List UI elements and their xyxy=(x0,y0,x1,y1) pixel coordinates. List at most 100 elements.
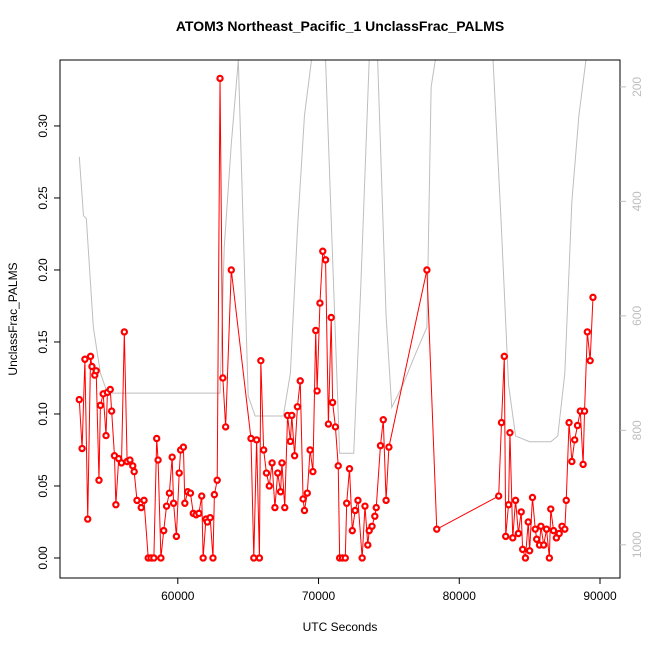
data-point xyxy=(500,352,509,361)
y-tick-label: 0.00 xyxy=(36,546,50,570)
data-point xyxy=(255,554,264,562)
data-point xyxy=(265,482,273,490)
data-point xyxy=(327,313,335,322)
data-point xyxy=(300,506,309,515)
data-point xyxy=(102,431,110,440)
data-point xyxy=(328,398,337,407)
data-point xyxy=(497,418,506,427)
x-axis-title: UTC Seconds xyxy=(303,620,378,634)
data-point xyxy=(112,500,120,509)
data-point xyxy=(334,462,342,470)
data-point xyxy=(96,401,105,410)
y-tick-label: 0.10 xyxy=(36,402,50,426)
data-point xyxy=(271,503,279,512)
data-point xyxy=(86,352,95,361)
y2-tick-label: 400 xyxy=(630,191,644,211)
data-point xyxy=(568,457,576,466)
data-point xyxy=(252,436,261,444)
data-point xyxy=(140,496,148,505)
data-point xyxy=(562,496,570,505)
data-point xyxy=(309,467,317,476)
data-point xyxy=(129,462,137,470)
data-point xyxy=(286,437,295,446)
data-point xyxy=(376,441,385,450)
data-point xyxy=(303,489,311,497)
data-point xyxy=(555,529,563,538)
data-point xyxy=(423,266,431,274)
data-point xyxy=(209,554,217,562)
data-point xyxy=(358,554,366,562)
data-point xyxy=(259,446,268,454)
y2-tick-label: 1000 xyxy=(630,531,644,558)
data-point xyxy=(206,513,214,522)
data-point xyxy=(324,420,333,428)
data-point xyxy=(247,434,255,443)
x-tick-label: 60000 xyxy=(161,589,195,603)
data-point xyxy=(433,525,441,533)
data-point xyxy=(364,541,372,549)
data-line xyxy=(78,60,587,454)
data-point xyxy=(351,506,359,515)
data-point xyxy=(154,456,162,464)
data-point xyxy=(219,374,227,382)
data-point xyxy=(545,554,554,562)
data-point xyxy=(257,356,265,365)
data-point xyxy=(157,554,165,562)
data-point xyxy=(199,554,207,562)
data-point xyxy=(579,460,587,469)
data-point xyxy=(583,328,592,336)
y-tick-label: 0.15 xyxy=(36,330,50,354)
data-point xyxy=(276,488,285,496)
data-point xyxy=(561,525,569,533)
data-point xyxy=(586,356,594,365)
primary-layer xyxy=(75,74,597,562)
secondary-layer xyxy=(78,60,587,454)
data-point xyxy=(181,499,189,507)
data-point xyxy=(88,362,96,371)
data-point xyxy=(361,502,369,510)
y-tick-label: 0.05 xyxy=(36,474,50,498)
data-point xyxy=(312,326,320,335)
data-point xyxy=(133,496,141,505)
x-tick-label: 80000 xyxy=(443,589,477,603)
data-point xyxy=(195,509,203,518)
data-point xyxy=(521,554,530,562)
data-point xyxy=(172,532,181,541)
y2-tick-label: 200 xyxy=(630,77,644,97)
data-point xyxy=(532,535,541,543)
data-point xyxy=(262,469,271,477)
y-tick-label: 0.25 xyxy=(36,186,50,210)
data-point xyxy=(268,459,276,467)
data-point xyxy=(120,328,129,336)
chart-title: ATOM3 Northeast_Pacific_1 UnclassFrac_PA… xyxy=(176,18,504,34)
data-point xyxy=(150,554,158,562)
data-point xyxy=(293,403,302,411)
data-point xyxy=(117,459,126,467)
data-point xyxy=(130,467,138,476)
data-point xyxy=(274,469,282,477)
data-point xyxy=(168,453,176,461)
data-point xyxy=(250,554,258,562)
data-point xyxy=(379,416,387,424)
data-point xyxy=(95,476,103,484)
data-point xyxy=(313,387,321,395)
data-point xyxy=(319,247,327,255)
data-point xyxy=(504,500,513,509)
data-point xyxy=(509,534,517,542)
data-point xyxy=(296,377,304,385)
x-tick-label: 90000 xyxy=(583,589,617,603)
data-point xyxy=(537,522,545,531)
data-point xyxy=(341,554,349,562)
data-point xyxy=(348,526,357,535)
data-point xyxy=(75,395,83,404)
data-point xyxy=(216,74,224,83)
data-point xyxy=(106,385,114,394)
data-point xyxy=(213,476,221,484)
data-point xyxy=(525,547,534,555)
data-point xyxy=(165,489,174,497)
data-point xyxy=(549,526,558,535)
data-point xyxy=(281,503,289,512)
data-point xyxy=(107,407,116,415)
y2-tick-label: 600 xyxy=(630,306,644,326)
